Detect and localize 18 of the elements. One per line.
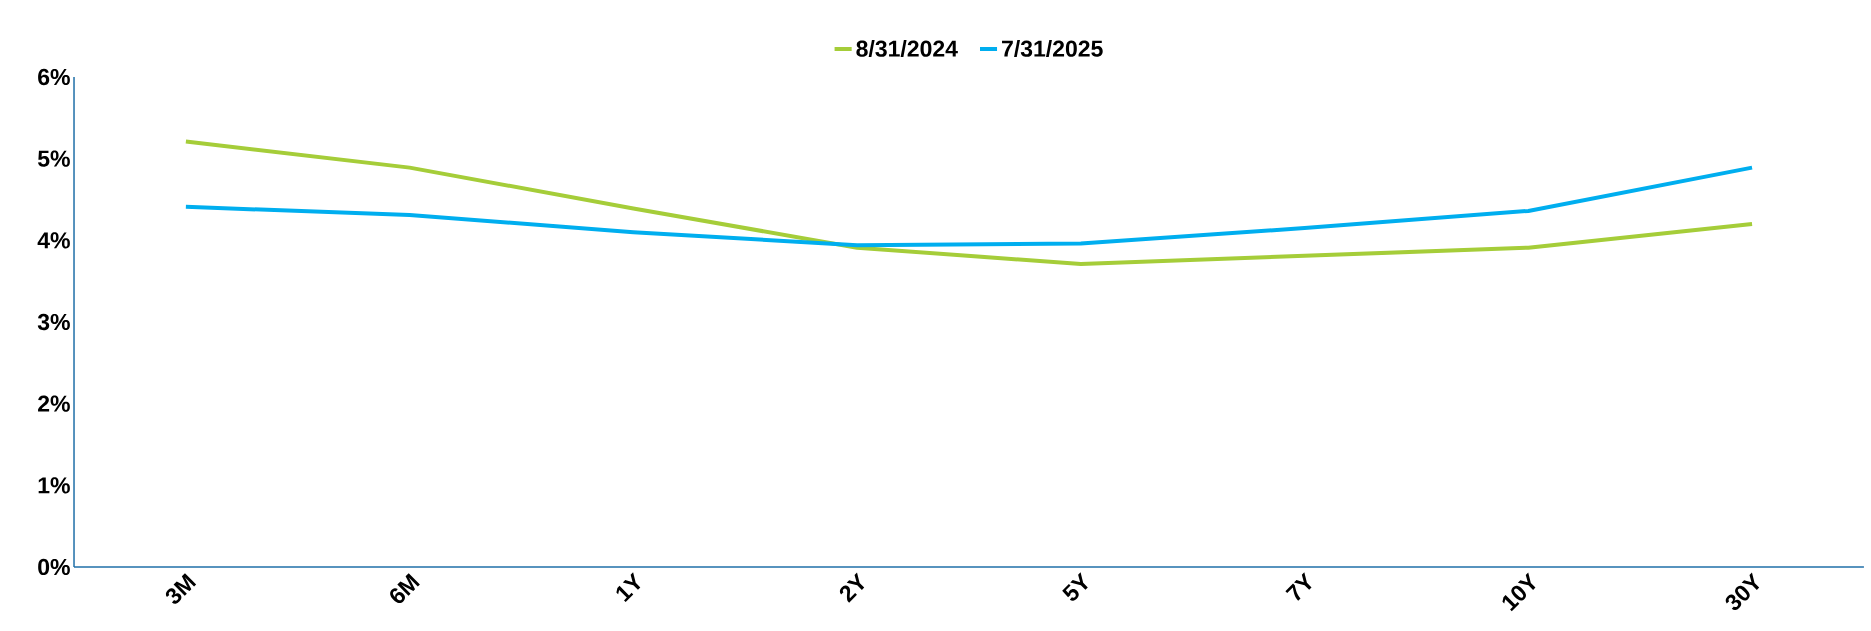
y-tick-label: 5% <box>37 150 70 167</box>
x-tick-label: 30Y <box>1725 572 1760 611</box>
legend-label: 7/31/2025 <box>1002 39 1103 58</box>
x-tick-label: 2Y <box>839 572 865 603</box>
x-tick-label: 7Y <box>1285 572 1312 601</box>
y-tick-label: 3% <box>37 313 70 331</box>
x-tick-label: 5Y <box>1062 572 1088 601</box>
x-tick-label: 6M <box>390 573 420 604</box>
y-tick-label: 0% <box>38 558 70 576</box>
y-tick-label: 2% <box>38 395 70 412</box>
x-tick-label: 10Y <box>1502 572 1536 612</box>
y-tick-label: 1% <box>38 477 70 494</box>
x-tick-label: 1Y <box>616 572 641 603</box>
x-tick-label: 3M <box>165 573 197 604</box>
legend-label: 8/31/2024 <box>856 39 958 58</box>
y-tick-label: 4% <box>37 232 70 249</box>
y-tick-label: 6% <box>38 68 70 86</box>
line-series <box>183 165 1755 248</box>
